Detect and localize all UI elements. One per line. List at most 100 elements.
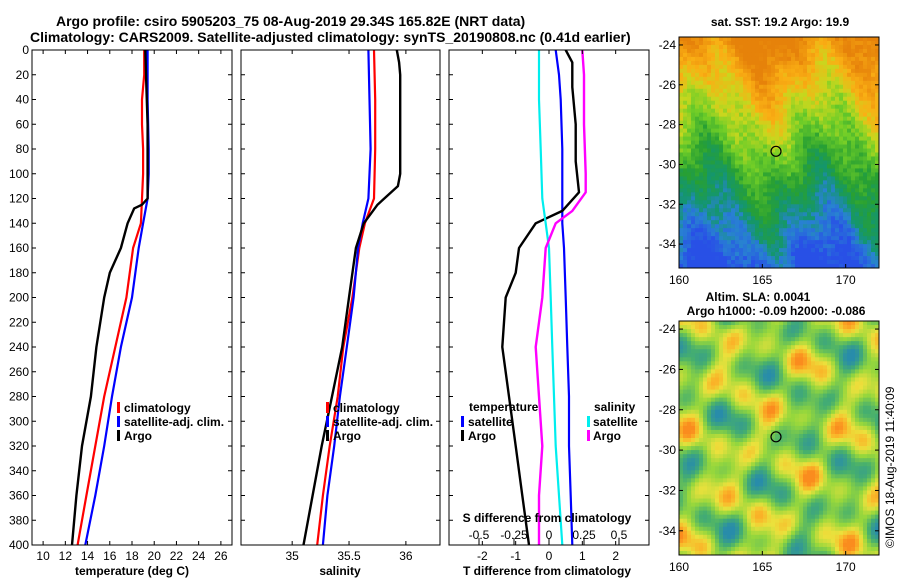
map-cell	[863, 349, 868, 354]
map-cell	[815, 369, 820, 374]
map-cell	[851, 345, 856, 350]
map-cell	[875, 184, 879, 189]
map-cell	[843, 450, 848, 455]
map-cell	[715, 52, 720, 58]
map-cell	[855, 429, 860, 435]
map-cell	[827, 429, 832, 435]
map-cell	[739, 48, 744, 54]
map-cell	[731, 108, 736, 114]
map-cell	[779, 56, 784, 62]
map-cell	[799, 454, 804, 459]
map-cell	[751, 88, 756, 94]
map-cell	[819, 160, 824, 165]
map-cell	[831, 144, 836, 149]
map-cell	[683, 148, 688, 153]
map-cell	[683, 124, 688, 129]
map-cell	[803, 104, 808, 110]
map-cell	[783, 442, 788, 447]
map-cell	[811, 37, 816, 42]
map-cell	[735, 405, 740, 411]
map-cell	[855, 200, 860, 205]
series-line-t-satellite	[554, 50, 574, 545]
map-cell	[787, 40, 792, 46]
map-cell	[715, 365, 720, 370]
map-cell	[771, 156, 776, 161]
map-cell	[731, 405, 736, 411]
map-cell	[807, 260, 812, 265]
map-cell	[711, 252, 716, 257]
map-cell	[775, 409, 780, 415]
map-cell	[807, 389, 812, 395]
map-cell	[703, 373, 708, 378]
map-cell	[851, 393, 856, 399]
map-cell	[731, 446, 736, 451]
map-cell	[791, 40, 796, 46]
map-cell	[747, 172, 752, 177]
map-cell	[791, 252, 796, 257]
map-cell	[823, 160, 828, 165]
map-cell	[811, 152, 816, 157]
map-cell	[815, 208, 820, 213]
map-cell	[775, 462, 780, 467]
map-cell	[855, 248, 860, 253]
map-cell	[787, 385, 792, 390]
map-cell	[815, 120, 820, 126]
map-cell	[815, 413, 820, 419]
map-cell	[851, 325, 856, 330]
map-cell	[687, 264, 692, 268]
map-cell	[751, 164, 756, 169]
map-cell	[735, 232, 740, 237]
map-cell	[859, 446, 864, 451]
map-cell	[747, 60, 752, 66]
map-cell	[747, 353, 752, 358]
legend-swatch-argo	[326, 430, 329, 441]
map-cell	[715, 442, 720, 447]
map-cell	[863, 413, 868, 419]
map-cell	[819, 341, 824, 346]
map-cell	[743, 365, 748, 370]
map-cell	[867, 369, 872, 374]
map-y-tick-label: -24	[659, 38, 677, 52]
map-cell	[819, 92, 824, 98]
map-cell	[695, 337, 700, 342]
map-cell	[807, 333, 812, 338]
map-cell	[803, 112, 808, 118]
map-cell	[815, 80, 820, 86]
map-cell	[831, 132, 836, 137]
map-cell	[859, 48, 864, 54]
map-cell	[771, 454, 776, 459]
map-cell	[871, 228, 876, 233]
map-cell	[719, 128, 724, 133]
map-cell	[871, 244, 876, 249]
map-cell	[807, 100, 812, 106]
map-cell	[859, 40, 864, 46]
map-cell	[775, 397, 780, 403]
temperature-panel: 10 12 14 16 18 20 22 24 26 020406080100120140160…	[9, 43, 233, 578]
map-cell	[691, 240, 696, 245]
map-cell	[683, 369, 688, 374]
map-cell	[703, 96, 708, 102]
map-cell	[763, 385, 768, 390]
map-cell	[811, 96, 816, 102]
map-cell	[691, 353, 696, 358]
map-cell	[839, 405, 844, 411]
map-cell	[703, 160, 708, 165]
map-cell	[743, 405, 748, 411]
map-cell	[795, 244, 800, 249]
map-cell	[719, 236, 724, 241]
map-cell	[815, 365, 820, 370]
map-cell	[775, 68, 780, 74]
map-cell	[859, 405, 864, 411]
map-cell	[803, 108, 808, 114]
map-cell	[859, 224, 864, 229]
map-cell	[739, 353, 744, 358]
map-cell	[839, 116, 844, 122]
map-cell	[795, 240, 800, 245]
map-cell	[811, 144, 816, 149]
map-cell	[839, 377, 844, 382]
map-cell	[859, 248, 864, 253]
map-cell	[679, 88, 684, 94]
map-cell	[723, 196, 728, 201]
map-cell	[859, 325, 864, 330]
map-cell	[695, 168, 700, 173]
